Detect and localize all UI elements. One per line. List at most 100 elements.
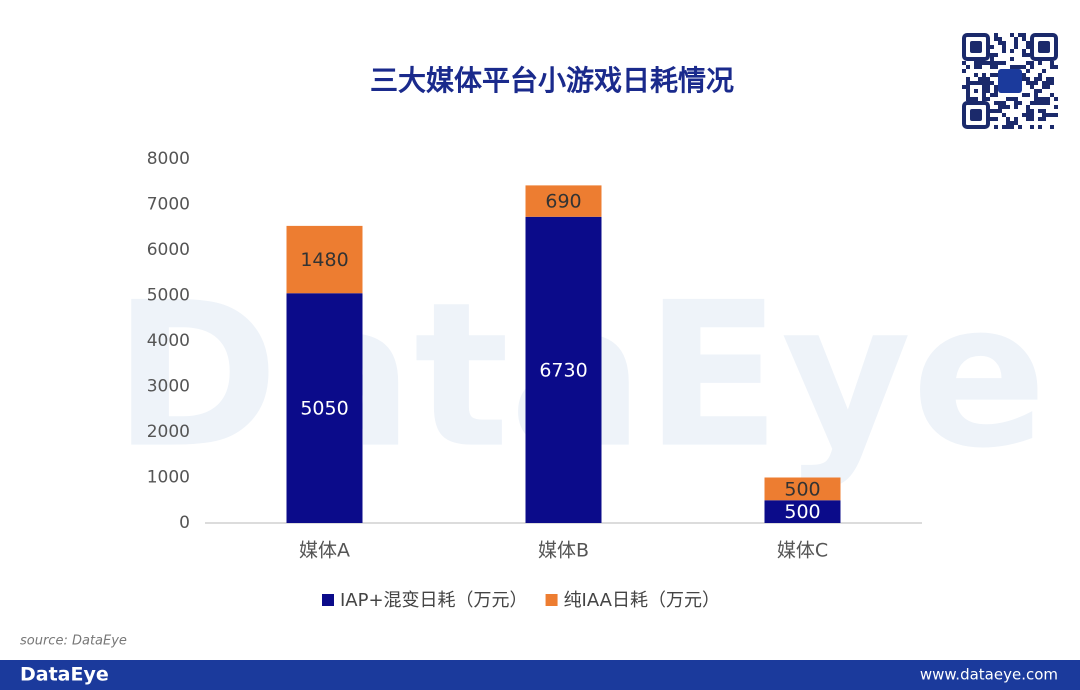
- qr-cell: [1038, 89, 1042, 93]
- qr-cell: [998, 41, 1002, 45]
- qr-cell: [962, 69, 966, 73]
- qr-cell: [1046, 77, 1050, 81]
- qr-cell: [1054, 105, 1058, 109]
- qr-cell: [990, 117, 994, 121]
- qr-cell: [994, 85, 998, 89]
- qr-finder: [962, 33, 990, 61]
- qr-cell: [1034, 81, 1038, 85]
- qr-cell: [990, 57, 994, 61]
- qr-cell: [1002, 49, 1006, 53]
- qr-cell: [966, 77, 970, 81]
- qr-cell: [990, 93, 994, 97]
- qr-cell: [1038, 125, 1042, 129]
- qr-cell: [1026, 45, 1030, 49]
- qr-cell: [1050, 61, 1054, 65]
- y-tick-label: 7000: [147, 195, 190, 215]
- qr-cell: [962, 85, 966, 89]
- qr-cell: [1014, 45, 1018, 49]
- qr-cell: [986, 85, 990, 89]
- qr-cell: [1006, 117, 1010, 121]
- qr-finder-core: [970, 109, 982, 121]
- qr-cell: [974, 73, 978, 77]
- qr-cell: [1030, 109, 1034, 113]
- qr-cell: [1002, 45, 1006, 49]
- footer-bar: [0, 660, 1080, 690]
- qr-cell: [1026, 93, 1030, 97]
- qr-cell: [1046, 97, 1050, 101]
- qr-cell: [1030, 65, 1034, 69]
- qr-cell: [966, 93, 970, 97]
- qr-cell: [1002, 113, 1006, 117]
- qr-cell: [1038, 73, 1042, 77]
- qr-cell: [1010, 33, 1014, 37]
- qr-cell: [1034, 77, 1038, 81]
- qr-cell: [1046, 85, 1050, 89]
- y-tick-label: 8000: [147, 149, 190, 169]
- qr-cell: [982, 73, 986, 77]
- qr-cell: [1046, 113, 1050, 117]
- qr-finder: [1030, 33, 1058, 61]
- qr-cell: [966, 81, 970, 85]
- legend-swatch: [322, 594, 334, 606]
- qr-cell: [1046, 101, 1050, 105]
- qr-cell: [990, 45, 994, 49]
- qr-cell: [1014, 121, 1018, 125]
- qr-cell: [1030, 125, 1034, 129]
- qr-cell: [1026, 109, 1030, 113]
- footer-url: www.dataeye.com: [920, 666, 1058, 684]
- qr-cell: [970, 97, 974, 101]
- qr-cell: [1038, 77, 1042, 81]
- qr-cell: [974, 97, 978, 101]
- qr-cell: [994, 73, 998, 77]
- qr-cell: [1050, 65, 1054, 69]
- qr-cell: [1026, 69, 1030, 73]
- chart-title: 三大媒体平台小游戏日耗情况: [370, 64, 734, 97]
- qr-cell: [1014, 37, 1018, 41]
- qr-cell: [1042, 117, 1046, 121]
- qr-cell: [1006, 125, 1010, 129]
- qr-finder-core: [1038, 41, 1050, 53]
- qr-cell: [1042, 97, 1046, 101]
- qr-cell: [1014, 65, 1018, 69]
- qr-cell: [986, 89, 990, 93]
- bar-segment: [764, 477, 841, 501]
- qr-cell: [1030, 61, 1034, 65]
- qr-cell: [1042, 69, 1046, 73]
- qr-cell: [1022, 33, 1026, 37]
- qr-cell: [1042, 85, 1046, 89]
- qr-cell: [1054, 97, 1058, 101]
- qr-cell: [986, 61, 990, 65]
- qr-cell: [1018, 125, 1022, 129]
- bar-segment: [286, 225, 363, 294]
- data-label: 690: [545, 191, 581, 213]
- qr-cell: [1050, 77, 1054, 81]
- qr-cell: [1022, 49, 1026, 53]
- qr-cell: [986, 77, 990, 81]
- y-tick-label: 1000: [147, 468, 190, 488]
- qr-cell: [1014, 97, 1018, 101]
- qr-cell: [1022, 93, 1026, 97]
- bar-segment: [286, 293, 363, 523]
- qr-cell: [966, 97, 970, 101]
- qr-cell: [1002, 101, 1006, 105]
- qr-cell: [974, 65, 978, 69]
- qr-cell: [1022, 73, 1026, 77]
- qr-cell: [990, 109, 994, 113]
- qr-cell: [1026, 53, 1030, 57]
- qr-cell: [982, 85, 986, 89]
- qr-cell: [1030, 81, 1034, 85]
- qr-cell: [1022, 113, 1026, 117]
- qr-cell: [1042, 109, 1046, 113]
- qr-cell: [1010, 97, 1014, 101]
- qr-cell: [1038, 109, 1042, 113]
- qr-cell: [986, 97, 990, 101]
- qr-cell: [990, 65, 994, 69]
- qr-cell: [994, 109, 998, 113]
- qr-cell: [1002, 105, 1006, 109]
- qr-cell: [1054, 113, 1058, 117]
- y-tick-label: 3000: [147, 377, 190, 397]
- x-tick-label: 媒体B: [538, 540, 589, 562]
- qr-cell: [994, 61, 998, 65]
- qr-cell: [1026, 113, 1030, 117]
